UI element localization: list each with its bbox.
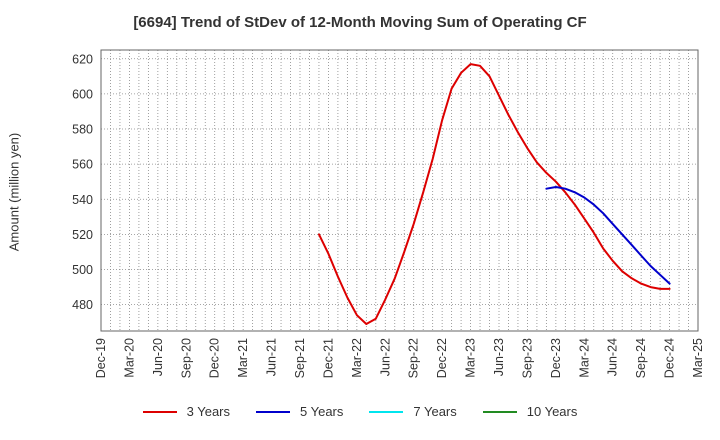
x-tick-label: Mar-24	[577, 338, 591, 378]
x-tick-label: Jun-20	[151, 338, 165, 376]
x-tick-label: Mar-23	[464, 338, 478, 378]
series-line-5-years	[545, 186, 671, 285]
legend-label: 3 Years	[186, 404, 230, 419]
x-tick-label: Mar-21	[236, 338, 250, 378]
x-tick-label: Sep-22	[407, 338, 421, 378]
x-tick-label: Sep-20	[179, 338, 193, 378]
legend-swatch	[482, 410, 517, 413]
y-tick-label: 480	[72, 298, 93, 312]
plot-frame	[100, 49, 699, 332]
y-tick-label: 560	[72, 158, 93, 172]
legend-entry-10-years: 10 Years	[482, 404, 578, 419]
y-tick-label: 600	[72, 87, 93, 101]
x-tick-label: Jun-23	[492, 338, 506, 376]
x-tick-label: Mar-20	[122, 338, 136, 378]
x-tick-label: Dec-24	[663, 338, 677, 378]
y-tick-label: 520	[72, 228, 93, 242]
x-tick-label: Dec-21	[321, 338, 335, 378]
legend-label: 7 Years	[413, 404, 457, 419]
x-tick-label: Mar-25	[691, 338, 705, 378]
x-tick-label: Dec-23	[549, 338, 563, 378]
plot-background	[101, 50, 698, 331]
x-tick-label: Jun-21	[265, 338, 279, 376]
legend-label: 5 Years	[300, 404, 344, 419]
y-tick-label: 540	[72, 193, 93, 207]
legend-entry-5-years: 5 Years	[256, 404, 343, 419]
y-tick-label: 580	[72, 123, 93, 137]
x-tick-label: Jun-24	[606, 338, 620, 376]
y-tick-label: 500	[72, 263, 93, 277]
legend-swatch	[142, 410, 177, 413]
legend: 3 Years 5 Years 7 Years 10 Years	[0, 404, 720, 419]
x-tick-label: Sep-23	[520, 338, 534, 378]
x-tick-label: Sep-24	[634, 338, 648, 378]
chart-title: [6694] Trend of StDev of 12-Month Moving…	[133, 14, 587, 31]
legend-swatch	[369, 410, 404, 413]
y-tick-label: 620	[72, 52, 93, 66]
x-tick-label: Dec-19	[94, 338, 108, 378]
series-line-3-years	[318, 63, 671, 325]
x-tick-label: Dec-22	[435, 338, 449, 378]
legend-entry-3-years: 3 Years	[142, 404, 230, 419]
x-tick-label: Mar-22	[350, 338, 364, 378]
y-axis-label: Amount (million yen)	[6, 132, 22, 252]
legend-swatch	[256, 410, 290, 413]
x-tick-label: Jun-22	[378, 338, 392, 376]
x-tick-label: Sep-21	[293, 338, 307, 378]
legend-entry-7-years: 7 Years	[369, 404, 457, 419]
legend-label: 10 Years	[526, 404, 578, 419]
x-tick-label: Dec-20	[208, 338, 222, 378]
